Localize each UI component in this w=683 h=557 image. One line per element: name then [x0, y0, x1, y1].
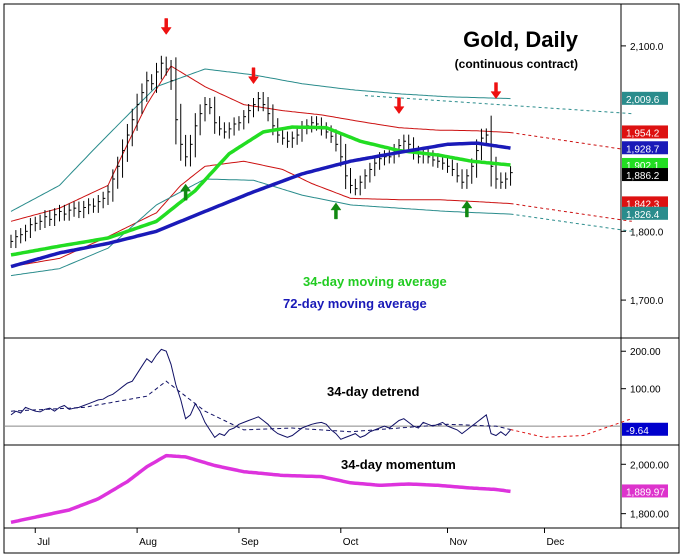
- x-tick-label: Nov: [450, 537, 468, 548]
- momentum-tick-label: 2,000.00: [630, 460, 669, 471]
- price-badge-bg: [622, 157, 668, 171]
- price-tick-label: 1,700.0: [630, 296, 664, 307]
- envelope-band-1: [10, 160, 511, 268]
- detrend-wave: [10, 380, 511, 433]
- down-arrow-icon: [393, 97, 405, 115]
- band-projection-2: [510, 203, 632, 222]
- moving-averages: [10, 125, 511, 269]
- price-badge: 1,954.2: [626, 128, 660, 139]
- detrend-label: 34-day detrend: [327, 384, 420, 399]
- price-badge: 1,902.1: [626, 161, 660, 172]
- momentum-label: 34-day momentum: [341, 457, 456, 472]
- band-projection-0: [364, 95, 632, 115]
- envelope-band-0: [10, 65, 511, 222]
- down-arrow-icon: [490, 82, 502, 100]
- detrend-tick-label: 100.00: [630, 385, 661, 396]
- price-badge-bg: [622, 196, 668, 210]
- x-tick-label: Oct: [343, 537, 359, 548]
- price-badge-bg: [622, 168, 668, 182]
- ma34-label: 34-day moving average: [303, 274, 447, 289]
- price-badge-bg: [622, 91, 668, 105]
- price-badge-bg: [622, 141, 668, 155]
- plot-frame: [3, 3, 680, 554]
- detrend-badge: -9.64: [626, 426, 649, 437]
- chart-subtitle: (continuous contract): [455, 57, 578, 71]
- price-badge-bg: [622, 206, 668, 220]
- band-projection-1: [510, 132, 632, 152]
- ma72-line: [10, 141, 511, 269]
- price-tick-label: 2,100.0: [630, 42, 664, 53]
- detrend-badge-bg: [622, 422, 668, 436]
- band-projection-3: [510, 213, 632, 232]
- down-arrow-icon: [248, 67, 259, 85]
- detrend-tick-label: 200.00: [630, 347, 661, 358]
- price-badge: 1,826.4: [626, 210, 660, 221]
- axis-ticks: 2,100.0 1,800.0 1,700.0 200.00 100.00 2,000.0…: [34, 42, 669, 548]
- value-badges: 2,009.6 1,954.2 1,928.7 1,902.11,886.2 1,842…: [622, 91, 668, 498]
- envelope-band-2: [10, 68, 511, 212]
- detrend-line: [10, 348, 511, 440]
- momentum-tick-label: 1,800.00: [630, 510, 669, 521]
- x-tick-label: Sep: [241, 537, 259, 548]
- up-arrow-icon: [180, 183, 192, 201]
- down-arrow-icon: [160, 18, 172, 35]
- momentum-badge-bg: [622, 484, 668, 498]
- momentum-badge: 1,889.97: [626, 487, 665, 498]
- ma34-line: [10, 125, 511, 257]
- envelope-band-3: [10, 178, 511, 277]
- x-tick-label: Aug: [139, 537, 157, 548]
- chart-title: Gold, Daily: [463, 27, 579, 52]
- price-badge: 1,842.3: [626, 199, 660, 210]
- up-arrow-icon: [461, 200, 473, 218]
- price-badge: 1,928.7: [626, 144, 660, 155]
- momentum-line: [10, 453, 511, 525]
- detrend-projection: [510, 418, 632, 438]
- momentum-line: [10, 453, 511, 525]
- detrend-lines: [4, 348, 632, 440]
- ma72-label: 72-day moving average: [283, 296, 427, 311]
- cycle-arrows: [160, 18, 502, 220]
- band-projections: [364, 95, 632, 232]
- price-badge: 2,009.6: [626, 95, 660, 106]
- price-badge: 1,886.2: [626, 171, 660, 182]
- x-tick-label: Jul: [37, 537, 50, 548]
- price-tick-label: 1,800.0: [630, 227, 664, 238]
- up-arrow-icon: [330, 202, 342, 220]
- x-tick-label: Dec: [547, 537, 565, 548]
- price-bands: [10, 65, 511, 277]
- price-badge-bg: [622, 125, 668, 139]
